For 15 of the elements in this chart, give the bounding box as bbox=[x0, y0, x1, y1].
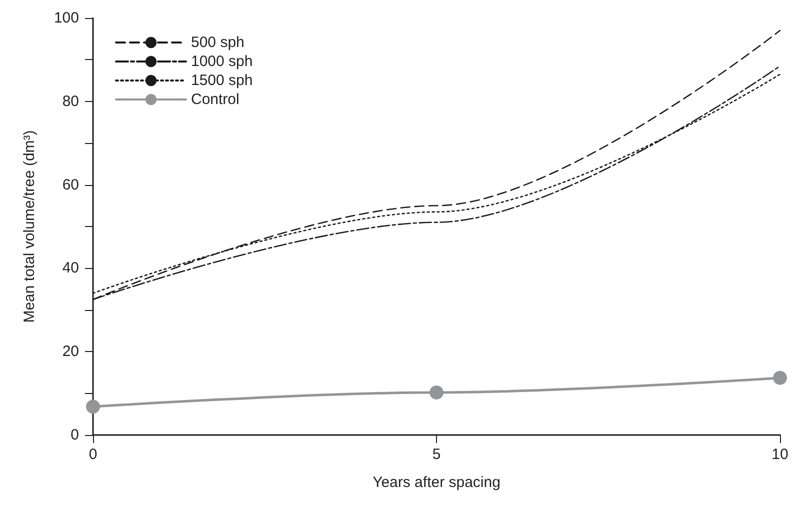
y-tick-label: 0 bbox=[70, 426, 79, 444]
x-tick-label: 0 bbox=[88, 446, 98, 463]
legend-label: 500 sph bbox=[191, 34, 244, 51]
x-axis-title: Years after spacing bbox=[372, 474, 500, 491]
y-tick-label: 40 bbox=[62, 260, 79, 277]
y-tick-label: 60 bbox=[62, 176, 79, 194]
legend-label: Control bbox=[191, 91, 240, 108]
y-axis-title: Mean total volume/tree (dm³) bbox=[21, 130, 38, 323]
x-tick-label: 5 bbox=[432, 446, 441, 463]
y-tick-label: 20 bbox=[62, 343, 79, 360]
legend-label: 1000 sph bbox=[191, 53, 253, 70]
y-tick-label: 80 bbox=[62, 92, 79, 110]
y-tick-label: 100 bbox=[54, 10, 79, 26]
legend-label: 1500 sph bbox=[191, 72, 253, 89]
x-tick-label: 10 bbox=[772, 446, 788, 463]
